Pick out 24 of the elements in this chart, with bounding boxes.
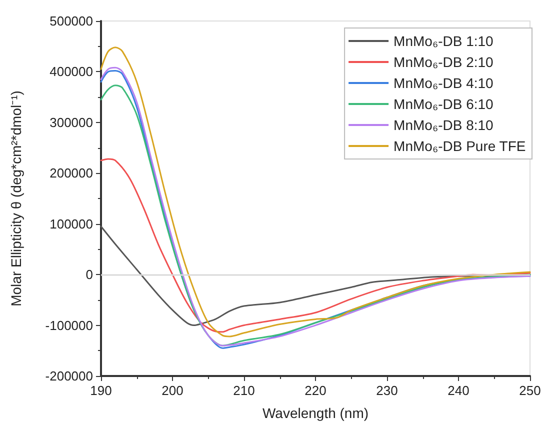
line-series: [100, 158, 531, 333]
x-tick-label: 250: [519, 383, 541, 398]
legend-label: MnMo₆-DB Pure TFE: [394, 138, 526, 154]
legend-label: MnMo₆-DB 8:10: [394, 117, 494, 133]
y-tick-label: 200000: [50, 166, 93, 181]
y-tick-label: -200000: [45, 368, 93, 384]
legend-label: MnMo₆-DB 1:10: [394, 33, 494, 49]
legend-label: MnMo₆-DB 4:10: [394, 75, 494, 91]
y-tick-label: 500000: [50, 14, 93, 28]
y-tick-label: 100000: [50, 216, 93, 232]
y-tick-label: 300000: [50, 114, 93, 130]
y-tick-label: -100000: [45, 318, 93, 333]
y-axis-title: Molar Ellipticity θ (deg*cm²*dmol⁻¹): [8, 90, 24, 306]
x-tick-label: 200: [162, 383, 184, 398]
x-tick-label: 210: [233, 383, 255, 398]
legend-label: MnMo₆-DB 6:10: [394, 96, 494, 112]
x-tick-label: 190: [90, 383, 112, 398]
x-tick-label: 240: [448, 383, 470, 398]
y-tick-label: 400000: [50, 64, 93, 80]
y-tick-label: 0: [86, 267, 93, 282]
x-tick-label: 220: [304, 383, 326, 398]
legend-label: MnMo₆-DB 2:10: [394, 54, 494, 70]
x-axis-title: Wavelength (nm): [262, 405, 369, 421]
x-tick-label: 230: [376, 383, 398, 398]
